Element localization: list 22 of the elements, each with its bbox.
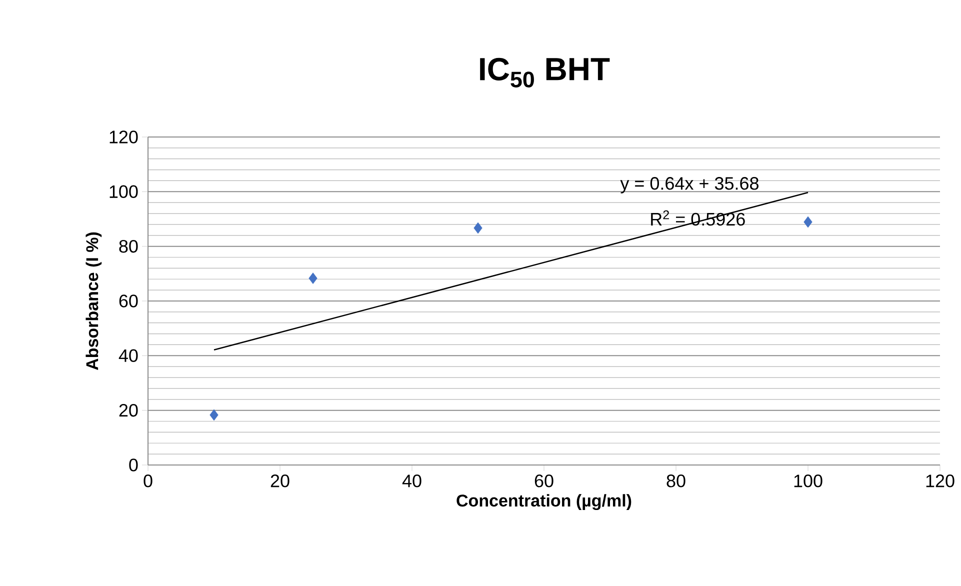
point (210, 409, 218, 421)
point (804, 216, 812, 228)
point (474, 222, 482, 234)
x-tick-label: 60 (534, 474, 554, 488)
x-tick-label: 40 (402, 474, 422, 488)
y-tick-label: 40 (118, 349, 138, 362)
point (308, 272, 318, 284)
x-tick-label: 100 (794, 474, 822, 488)
annotation: y = 0.64x + 35.68 (620, 177, 758, 194)
y-tick-label: 60 (119, 294, 138, 308)
x-tick-label: 20 (270, 474, 290, 488)
y-tick-label: 80 (119, 240, 138, 253)
y-tick-label: 120 (110, 130, 138, 144)
y-tick-label: 20 (119, 404, 138, 417)
y-tick-label: 0 (129, 458, 138, 472)
x-tick-label: 120 (926, 474, 954, 488)
chart-title: IC$_{50}$ BHT (480, 58, 610, 88)
x-axis-title: Concentration (µg/ml) (456, 494, 632, 510)
y-axis-title: Absorbance (I %) (86, 232, 102, 370)
x-tick-label: 0 (144, 474, 152, 488)
x-tick-label: 80 (666, 474, 686, 488)
y-tick-label: 100 (110, 185, 138, 198)
